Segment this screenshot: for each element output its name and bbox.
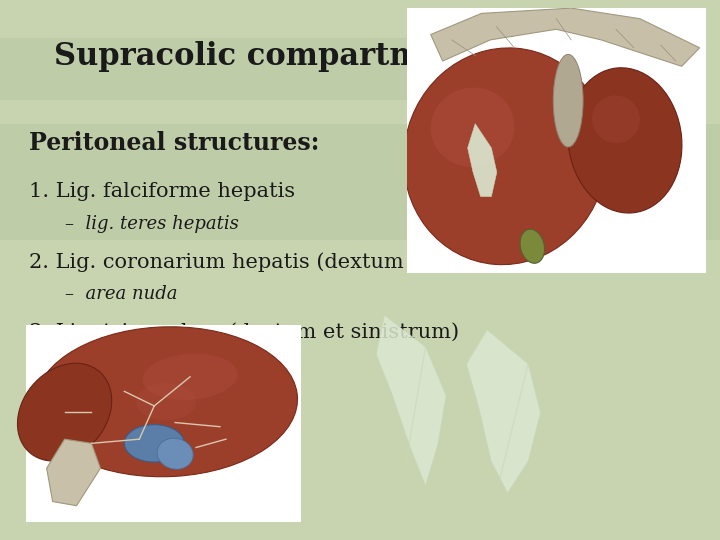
Text: 3. Lig. triangulare (dextum et sinistrum): 3. Lig. triangulare (dextum et sinistrum… [29, 322, 459, 342]
Bar [0, 124, 720, 240]
Ellipse shape [592, 96, 640, 143]
Ellipse shape [17, 363, 112, 461]
Polygon shape [431, 8, 700, 66]
Bar [0, 38, 446, 100]
Text: Supracolic compartment: Supracolic compartment [54, 41, 477, 72]
Ellipse shape [553, 55, 583, 147]
Text: –  area nuda: – area nuda [65, 285, 177, 303]
Ellipse shape [157, 438, 193, 469]
Ellipse shape [125, 424, 184, 462]
Ellipse shape [431, 87, 515, 167]
Ellipse shape [568, 68, 682, 213]
Polygon shape [468, 124, 497, 197]
Text: Peritoneal structures:: Peritoneal structures: [29, 131, 319, 155]
Ellipse shape [136, 383, 196, 421]
Ellipse shape [404, 48, 607, 265]
Polygon shape [377, 315, 446, 485]
Ellipse shape [520, 229, 544, 264]
Text: –  lig. teres hepatis: – lig. teres hepatis [65, 215, 238, 233]
Polygon shape [467, 330, 541, 492]
Polygon shape [47, 439, 101, 505]
Ellipse shape [143, 354, 238, 400]
Ellipse shape [35, 327, 297, 477]
Text: 1. Lig. falciforme hepatis: 1. Lig. falciforme hepatis [29, 182, 295, 201]
Text: 2. Lig. coronarium hepatis (dextum et sinistrum): 2. Lig. coronarium hepatis (dextum et si… [29, 252, 546, 272]
